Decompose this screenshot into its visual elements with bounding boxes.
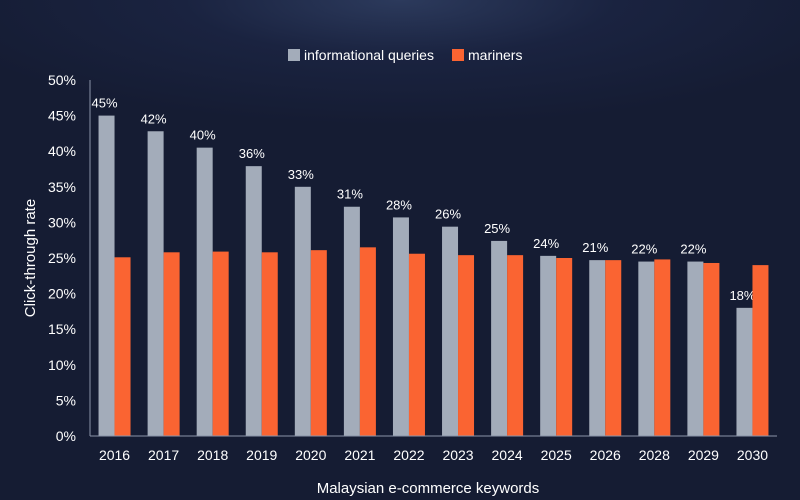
bar-mariners xyxy=(605,260,622,436)
data-label-informational-queries: 28% xyxy=(386,197,412,212)
x-tick-label: 2029 xyxy=(688,447,719,463)
x-tick-label: 2016 xyxy=(99,447,130,463)
bar-mariners xyxy=(408,253,425,436)
x-axis-title: Malaysian e-commerce keywords xyxy=(317,480,540,497)
bar-informational-queries xyxy=(98,115,115,436)
bar-informational-queries xyxy=(245,166,262,437)
x-tick-label: 2022 xyxy=(393,447,424,463)
data-label-informational-queries: 26% xyxy=(435,207,461,222)
x-tick-label: 2018 xyxy=(197,447,228,463)
bar-informational-queries xyxy=(196,147,213,436)
bar-informational-queries xyxy=(638,261,655,436)
legend-label-informational-queries: informational queries xyxy=(304,47,434,63)
bar-informational-queries xyxy=(147,131,164,436)
bar-mariners xyxy=(310,250,327,436)
y-tick-label: 5% xyxy=(56,392,76,408)
legend-swatch-informational-queries xyxy=(288,49,300,61)
bar-mariners xyxy=(163,252,180,436)
y-tick-label: 35% xyxy=(48,179,76,195)
bar-mariners xyxy=(261,252,278,436)
x-tick-label: 2017 xyxy=(148,447,179,463)
bar-informational-queries xyxy=(589,260,606,436)
bar-mariners xyxy=(556,258,573,436)
x-tick-label: 2028 xyxy=(639,447,670,463)
y-tick-label: 10% xyxy=(48,357,76,373)
legend: informational queries mariners xyxy=(288,47,522,63)
x-tick-label: 2026 xyxy=(590,447,621,463)
x-tick-label: 2024 xyxy=(492,447,523,463)
data-label-informational-queries: 42% xyxy=(141,111,167,126)
bar-informational-queries xyxy=(540,255,557,436)
data-label-informational-queries: 33% xyxy=(288,167,314,182)
bar-mariners xyxy=(752,265,769,436)
bar-informational-queries xyxy=(491,240,508,436)
bar-informational-queries xyxy=(687,261,704,436)
y-tick-label: 15% xyxy=(48,321,76,337)
legend-swatch-mariners xyxy=(452,49,464,61)
bar-informational-queries xyxy=(294,186,311,436)
y-axis: 0% 5% 10% 15% 20% 25% 30% 35% 40% 45% 50% xyxy=(48,72,76,444)
data-label-informational-queries: 25% xyxy=(484,221,510,236)
bar-informational-queries xyxy=(442,226,459,436)
y-tick-label: 0% xyxy=(56,428,76,444)
y-tick-label: 40% xyxy=(48,143,76,159)
x-tick-label: 2025 xyxy=(541,447,572,463)
y-tick-label: 30% xyxy=(48,214,76,230)
data-label-informational-queries: 45% xyxy=(92,96,118,111)
data-label-informational-queries: 31% xyxy=(337,187,363,202)
bar-mariners xyxy=(212,251,229,436)
data-label-informational-queries: 36% xyxy=(239,146,265,161)
y-tick-label: 45% xyxy=(48,108,76,124)
bar-mariners xyxy=(654,259,671,436)
bar-mariners xyxy=(359,247,376,436)
y-tick-label: 50% xyxy=(48,72,76,88)
x-tick-label: 2020 xyxy=(295,447,326,463)
y-axis-title: Click-through rate xyxy=(22,199,39,317)
bar-mariners xyxy=(458,255,475,436)
x-tick-label: 2030 xyxy=(737,447,768,463)
bar-mariners xyxy=(114,257,131,436)
x-axis: 2016 2017 2018 2019 2020 2021 2022 2023 2024 2025… xyxy=(99,447,768,463)
data-label-informational-queries: 24% xyxy=(533,236,559,251)
data-label-informational-queries: 18% xyxy=(729,288,755,303)
data-label-informational-queries: 40% xyxy=(190,128,216,143)
data-label-informational-queries: 22% xyxy=(631,242,657,257)
bar-informational-queries xyxy=(392,217,409,436)
x-tick-label: 2023 xyxy=(442,447,473,463)
bar-informational-queries xyxy=(343,206,360,436)
y-tick-label: 20% xyxy=(48,286,76,302)
plot-area: 45% 42% 40% 36% 33% 31% 28% 26% 25% 24% 21% 22% 22% 1… xyxy=(92,96,769,437)
x-tick-label: 2019 xyxy=(246,447,277,463)
y-tick-label: 25% xyxy=(48,250,76,266)
x-tick-label: 2021 xyxy=(344,447,375,463)
legend-label-mariners: mariners xyxy=(468,47,522,63)
data-label-informational-queries: 21% xyxy=(582,240,608,255)
bar-mariners xyxy=(507,255,524,436)
data-label-informational-queries: 22% xyxy=(680,242,706,257)
bar-mariners xyxy=(703,262,720,436)
bar-informational-queries xyxy=(736,307,753,436)
